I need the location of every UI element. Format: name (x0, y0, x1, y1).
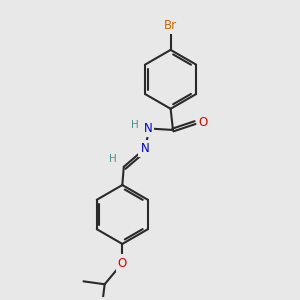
Text: Br: Br (164, 19, 177, 32)
Text: H: H (131, 120, 139, 130)
Text: O: O (199, 116, 208, 129)
Text: H: H (109, 154, 116, 164)
Text: N: N (141, 142, 149, 155)
Text: N: N (144, 122, 152, 135)
Text: O: O (118, 256, 127, 270)
